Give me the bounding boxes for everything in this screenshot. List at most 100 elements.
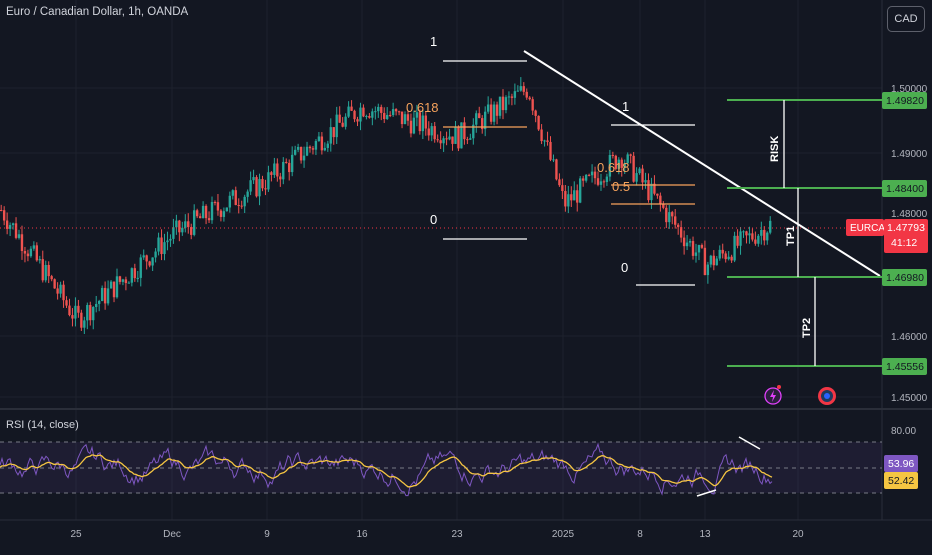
- candle: [516, 90, 520, 92]
- candle: [409, 120, 413, 134]
- candle: [317, 136, 321, 142]
- candle: [492, 104, 496, 122]
- candle: [531, 99, 534, 111]
- candle: [377, 106, 380, 112]
- candle: [210, 202, 214, 221]
- svg-text:1.48400: 1.48400: [886, 183, 924, 195]
- candle: [65, 300, 68, 306]
- candle: [326, 143, 329, 148]
- rsi-value-tag: 53.96: [884, 455, 918, 472]
- candle: [356, 119, 359, 122]
- candle: [394, 109, 398, 112]
- candle: [605, 176, 609, 182]
- candle: [463, 122, 466, 140]
- fib1-top-label: 1: [430, 34, 437, 49]
- candle: [555, 159, 558, 180]
- currency-button[interactable]: CAD: [887, 6, 925, 32]
- candle: [469, 138, 472, 140]
- candle: [267, 172, 270, 190]
- candle: [198, 216, 202, 219]
- candle: [290, 154, 294, 173]
- candle: [201, 205, 205, 219]
- candle: [685, 242, 689, 247]
- candle: [190, 227, 193, 235]
- candle: [472, 124, 475, 139]
- candle: [261, 179, 264, 189]
- candle: [682, 237, 686, 247]
- price-tick: 1.49000: [891, 149, 928, 160]
- candle: [460, 122, 463, 149]
- candle: [83, 320, 86, 328]
- candle: [421, 115, 424, 132]
- time-tick: 16: [356, 529, 368, 540]
- candle: [109, 281, 113, 289]
- candle: [329, 127, 332, 144]
- candle: [222, 211, 226, 217]
- candle: [391, 109, 395, 116]
- target-levels[interactable]: [727, 99, 882, 367]
- candle: [207, 218, 211, 221]
- candle: [68, 305, 71, 316]
- candle: [371, 111, 374, 118]
- candle: [436, 139, 439, 141]
- candle: [38, 259, 41, 261]
- event-icon[interactable]: [818, 387, 836, 405]
- candle: [32, 245, 36, 249]
- candle: [344, 116, 347, 127]
- candle: [20, 234, 24, 252]
- candle: [308, 146, 312, 149]
- candle: [130, 268, 134, 283]
- svg-text:1.47793: 1.47793: [887, 222, 925, 234]
- candle: [350, 106, 353, 111]
- candle: [481, 118, 484, 130]
- candle: [383, 112, 386, 120]
- flash-icon[interactable]: [764, 385, 782, 405]
- candle: [587, 174, 591, 176]
- candle: [288, 162, 291, 173]
- candle: [187, 221, 190, 228]
- candle: [549, 141, 552, 160]
- candle: [745, 231, 748, 236]
- trendline[interactable]: [523, 50, 881, 277]
- candle: [359, 107, 362, 122]
- candles-layer: [0, 77, 772, 334]
- candle: [56, 288, 59, 294]
- candle: [380, 106, 383, 113]
- candle: [700, 245, 704, 248]
- price-tag-level-1: 1.49820: [882, 92, 927, 109]
- candle: [478, 113, 481, 119]
- candle: [124, 279, 128, 284]
- candle: [282, 161, 285, 180]
- candle: [234, 190, 237, 205]
- candle: [430, 126, 433, 136]
- candle: [445, 138, 448, 140]
- candle: [2, 210, 6, 221]
- candle: [386, 114, 389, 120]
- candle: [626, 154, 629, 164]
- candle: [225, 207, 229, 212]
- candle: [293, 149, 297, 155]
- candle: [362, 107, 365, 117]
- candle: [285, 161, 288, 163]
- candle: [195, 210, 199, 217]
- tp1-label: TP1: [785, 226, 797, 246]
- time-tick: 13: [699, 529, 711, 540]
- candle: [403, 114, 407, 125]
- candle: [249, 180, 252, 192]
- candle: [617, 159, 620, 169]
- svg-text:41:12: 41:12: [891, 237, 917, 249]
- candle: [53, 279, 56, 289]
- fib-1[interactable]: [443, 60, 527, 240]
- candle: [498, 96, 502, 116]
- candle: [748, 233, 751, 236]
- candle: [632, 155, 635, 182]
- candle: [620, 159, 623, 168]
- candle: [635, 173, 638, 182]
- candle: [172, 227, 175, 239]
- tp2-label: TP2: [801, 318, 813, 338]
- fib-2[interactable]: [611, 124, 695, 286]
- candle: [273, 163, 276, 175]
- candle: [29, 248, 33, 257]
